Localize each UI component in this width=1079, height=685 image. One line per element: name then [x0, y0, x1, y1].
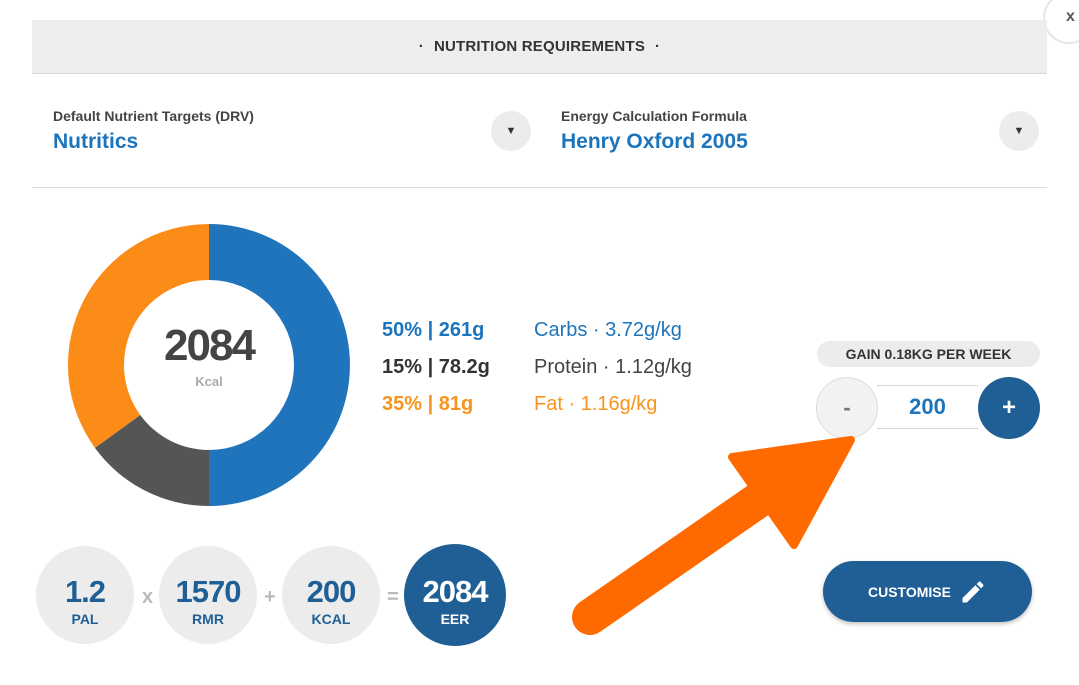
chevron-down-icon: ▼ [1013, 125, 1025, 137]
donut-segment-fat [68, 224, 210, 448]
pal-label: PAL [71, 611, 99, 627]
donut-segment-protein [94, 414, 209, 506]
plus-operator: + [264, 586, 276, 608]
energy-total: 2084 Kcal [110, 321, 308, 390]
fat-desc: Fat · 1.16g/kg [534, 393, 658, 415]
formula-selector[interactable]: Energy Calculation Formula Henry Oxford … [561, 108, 991, 168]
decrease-button[interactable]: - [816, 377, 878, 439]
eer-label: EER [440, 611, 470, 627]
pal-circle: 1.2 PAL [36, 546, 134, 644]
eer-circle: 2084 EER [404, 544, 506, 646]
header-dot-left: · [418, 38, 424, 55]
customise-button[interactable]: CUSTOMISE [823, 561, 1032, 622]
macro-row-protein: 15% | 78.2g Protein · 1.12g/kg [382, 356, 692, 379]
customise-label: CUSTOMISE [868, 583, 951, 600]
energy-value: 2084 [164, 321, 256, 370]
formula-dropdown-button[interactable]: ▼ [999, 111, 1039, 151]
rmr-value: 1570 [175, 574, 242, 609]
macro-row-carbs: 50% | 261g Carbs · 3.72g/kg [382, 319, 682, 342]
drv-label: Default Nutrient Targets (DRV) [53, 108, 254, 124]
fat-amount: 35% | 81g [382, 393, 474, 415]
drv-dropdown-button[interactable]: ▼ [491, 111, 531, 151]
increase-button[interactable]: + [978, 377, 1040, 439]
macro-row-fat: 35% | 81g Fat · 1.16g/kg [382, 393, 657, 416]
protein-desc: Protein · 1.12g/kg [534, 356, 692, 378]
chevron-down-icon: ▼ [505, 125, 517, 137]
section-header: · NUTRITION REQUIREMENTS · [32, 20, 1047, 74]
page-title: NUTRITION REQUIREMENTS [433, 38, 646, 55]
eer-value: 2084 [422, 574, 489, 609]
drv-value[interactable]: Nutritics [53, 130, 139, 153]
carbs-desc: Carbs · 3.72g/kg [534, 319, 682, 341]
header-dot-right: · [655, 38, 661, 55]
drv-selector[interactable]: Default Nutrient Targets (DRV) Nutritics [53, 108, 533, 168]
multiply-operator: x [142, 586, 154, 608]
pencil-icon [959, 578, 987, 606]
protein-amount: 15% | 78.2g [382, 356, 490, 378]
pal-value: 1.2 [64, 574, 106, 609]
weight-gain-badge: GAIN 0.18KG PER WEEK [817, 341, 1040, 367]
close-icon: x [1066, 8, 1075, 25]
carbs-amount: 50% | 261g [382, 319, 485, 341]
kcal-circle: 200 KCAL [282, 546, 380, 644]
divider [32, 187, 1047, 188]
energy-unit: Kcal [195, 374, 223, 389]
formula-label: Energy Calculation Formula [561, 108, 747, 124]
rmr-label: RMR [192, 611, 224, 627]
kcal-adjust-input[interactable]: 200 [877, 385, 978, 429]
kcal-label: KCAL [311, 611, 351, 627]
donut-segment-carbs [209, 224, 350, 506]
formula-value[interactable]: Henry Oxford 2005 [561, 130, 748, 153]
equals-operator: = [387, 586, 399, 608]
kcal-value: 200 [306, 574, 357, 609]
rmr-circle: 1570 RMR [159, 546, 257, 644]
